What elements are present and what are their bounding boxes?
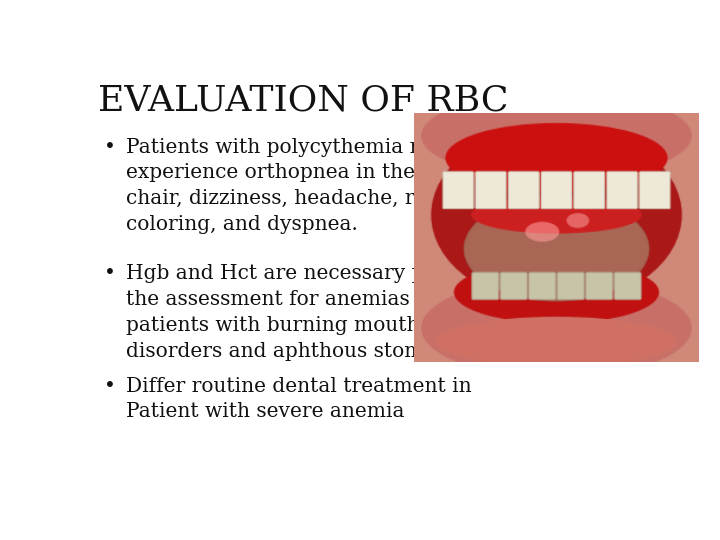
Text: Differ routine dental treatment in
Patient with severe anemia: Differ routine dental treatment in Patie… [126, 377, 472, 421]
Text: •: • [104, 265, 116, 284]
Text: Hgb and Hct are necessary parts of
the assessment for anemias and in
patients wi: Hgb and Hct are necessary parts of the a… [126, 265, 491, 361]
Text: Patients with polycythemia may
experience orthopnea in the dental
chair, dizzine: Patients with polycythemia may experienc… [126, 138, 502, 234]
Text: •: • [104, 377, 116, 396]
Text: •: • [104, 138, 116, 157]
Text: EVALUATION OF RBC: EVALUATION OF RBC [99, 84, 509, 118]
